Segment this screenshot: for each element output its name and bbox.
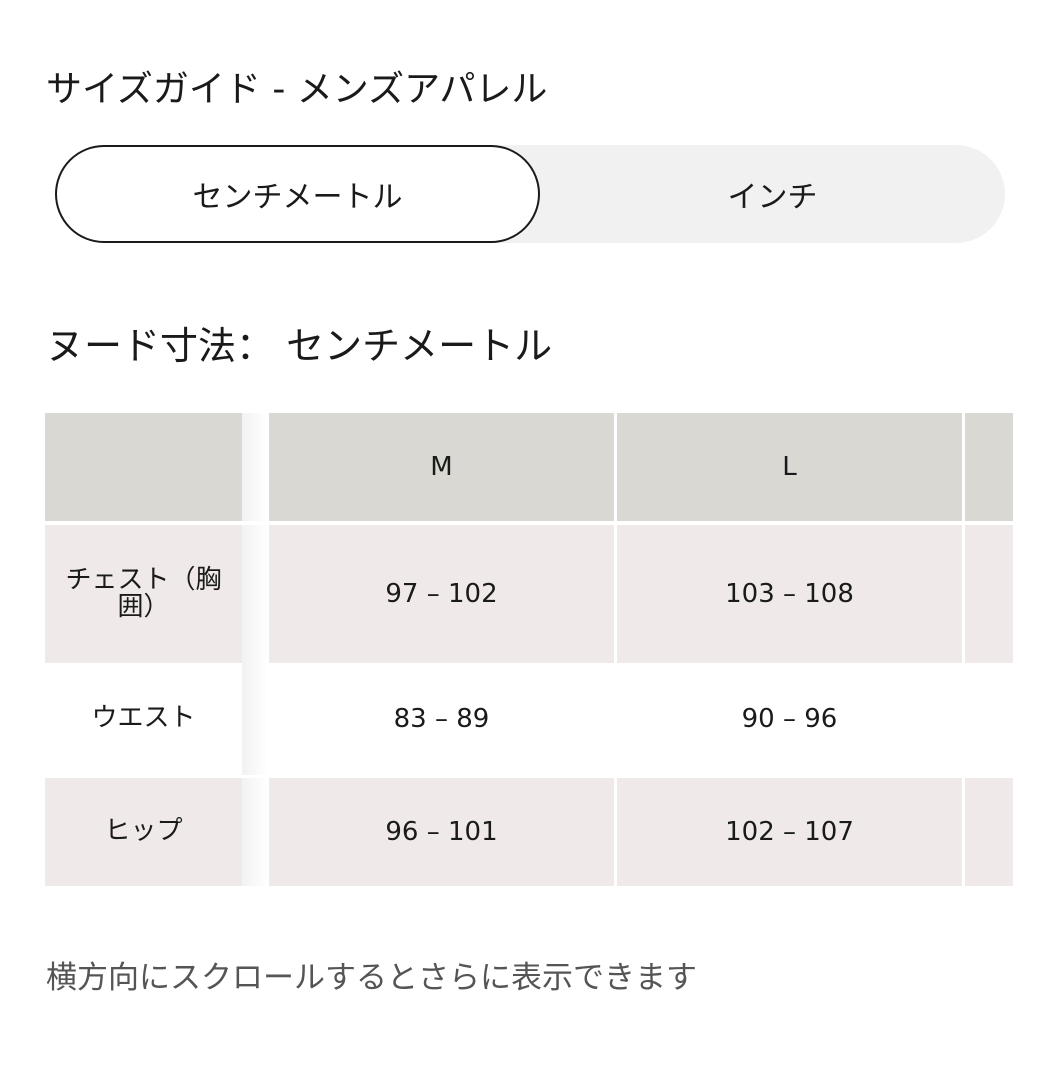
- header-cell-l: L: [617, 413, 962, 521]
- table-cell: 96 – 101: [269, 778, 614, 886]
- row-label: ヒップ: [45, 778, 242, 886]
- row-label: チェスト（胸囲）: [45, 525, 242, 663]
- unit-toggle: センチメートル インチ: [55, 145, 1005, 243]
- scroll-hint: 横方向にスクロールするとさらに表示できます: [46, 960, 697, 996]
- sticky-shadow: [242, 663, 268, 775]
- table-cell: 90 – 96: [741, 704, 838, 734]
- header-cell-empty: [45, 413, 242, 521]
- table-cell: 103 – 108: [617, 525, 962, 663]
- sticky-shadow: [242, 525, 268, 663]
- row-label: ウエスト: [91, 703, 196, 734]
- table-cell: 83 – 89: [393, 704, 490, 734]
- unit-option-inch[interactable]: インチ: [727, 180, 818, 215]
- sticky-shadow: [242, 778, 268, 886]
- header-cell-m: M: [269, 413, 614, 521]
- table-cell: [965, 525, 1013, 663]
- table-cell: 97 – 102: [269, 525, 614, 663]
- header-cell-next: [965, 413, 1013, 521]
- page-title: サイズガイド - メンズアパレル: [46, 69, 548, 110]
- table-header-row: M L: [45, 413, 1013, 521]
- table-cell: [965, 778, 1013, 886]
- table-row: ヒップ 96 – 101 102 – 107: [45, 778, 1013, 886]
- table-row: ウエスト 83 – 89 90 – 96: [45, 663, 1013, 775]
- unit-option-cm[interactable]: センチメートル: [55, 145, 540, 243]
- table-heading: ヌード寸法： センチメートル: [46, 324, 553, 368]
- sticky-shadow: [242, 413, 268, 521]
- table-row: チェスト（胸囲） 97 – 102 103 – 108: [45, 525, 1013, 663]
- table-cell: 102 – 107: [617, 778, 962, 886]
- size-table[interactable]: M L チェスト（胸囲） 97 – 102 103 – 108 ウエスト 83 …: [45, 413, 1013, 886]
